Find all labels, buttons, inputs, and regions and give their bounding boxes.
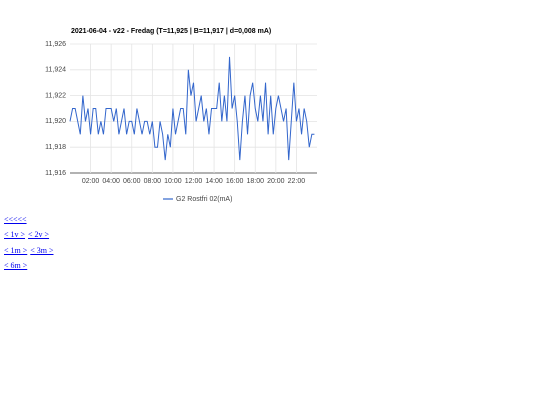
x-tick-label: 18:00 — [246, 178, 264, 185]
nav-link[interactable]: < 1m > — [4, 245, 28, 255]
chart-title: 2021-06-04 - v22 - Fredag (T=11,925 | B=… — [71, 28, 271, 35]
nav-link[interactable]: <<<<< — [4, 215, 27, 224]
x-tick-label: 20:00 — [267, 178, 285, 185]
x-tick-label: 02:00 — [82, 178, 100, 185]
x-tick-label: 14:00 — [205, 178, 223, 185]
y-tick-label: 11,926 — [45, 41, 66, 48]
x-tick-label: 04:00 — [102, 178, 120, 185]
x-tick-label: 12:00 — [185, 178, 203, 185]
x-tick-label: 16:00 — [226, 178, 244, 185]
x-tick-label: 06:00 — [123, 178, 141, 185]
link-row: < 1v > < 2v > — [4, 227, 57, 242]
x-tick-label: 10:00 — [164, 178, 182, 185]
x-tick-label: 22:00 — [288, 178, 306, 185]
y-tick-label: 11,918 — [45, 144, 66, 151]
data-line — [69, 56, 315, 161]
y-tick-label: 11,924 — [45, 67, 66, 74]
nav-link[interactable]: < 1v > — [4, 230, 26, 240]
y-tick-label: 11,922 — [45, 92, 66, 99]
nav-links: <<<<< < 1v > < 2v > < 1m > < 3m > < 6m > — [4, 212, 57, 273]
link-row: < 6m > — [4, 258, 57, 273]
y-tick-label: 11,916 — [45, 170, 66, 177]
y-tick-label: 11,920 — [45, 118, 66, 125]
link-row: < 1m > < 3m > — [4, 243, 57, 258]
chart: 2021-06-04 - v22 - Fredag (T=11,925 | B=… — [45, 28, 317, 203]
x-tick-label: 08:00 — [144, 178, 162, 185]
link-row: <<<<< — [4, 212, 57, 227]
legend-label: G2 Rostfri 02(mA) — [176, 196, 232, 203]
nav-link[interactable]: < 2v > — [28, 230, 50, 240]
nav-link[interactable]: < 3m > — [30, 245, 54, 255]
nav-link[interactable]: < 6m > — [4, 260, 28, 270]
